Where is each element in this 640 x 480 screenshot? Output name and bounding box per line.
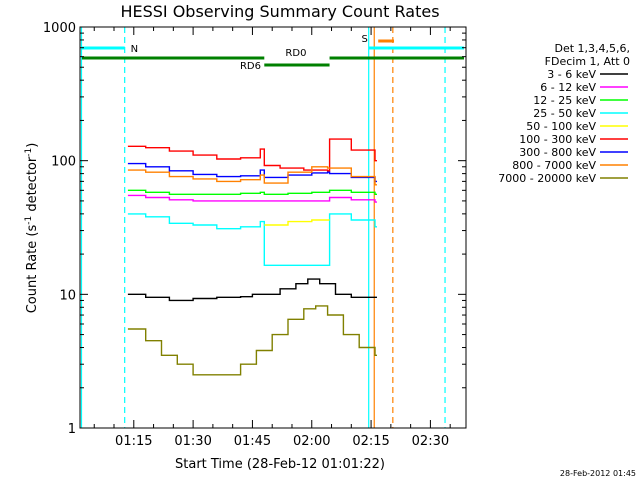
y-axis-label-mid: detector <box>25 156 40 216</box>
series-line <box>127 166 377 186</box>
x-tick-label: 01:30 <box>174 434 211 449</box>
y-tick-label: 1000 <box>43 21 76 36</box>
series-line <box>127 138 377 172</box>
legend-entry-label: 12 - 25 keV <box>533 94 596 107</box>
series-line <box>127 194 377 203</box>
series-lines <box>127 138 377 376</box>
y-tick-label: 1 <box>68 422 76 437</box>
series-line <box>127 189 377 195</box>
x-tick-label: 02:30 <box>412 434 449 449</box>
series-line <box>127 305 377 376</box>
series-line <box>127 213 377 266</box>
y-tick-label: 10 <box>59 288 76 303</box>
plot-timestamp: 28-Feb-2012 01:45 <box>560 469 636 478</box>
x-tick-label: 01:45 <box>234 434 271 449</box>
legend-entry-label: 300 - 800 keV <box>519 146 596 159</box>
y-axis-label: Count Rate (s-1 detector-1) <box>24 143 40 314</box>
x-tick-label: 02:15 <box>352 434 389 449</box>
legend-header-line-2: FDecim 1, Att 0 <box>545 55 630 68</box>
status-bars: N RD0 RD6 S <box>82 34 464 72</box>
legend-entry-label: 25 - 50 keV <box>533 107 596 120</box>
y-tick-label: 100 <box>51 155 76 170</box>
saa-bar-label: S <box>362 34 368 45</box>
axes: 1 10 100 1000 01:15 01:30 01:45 02:00 02:15 02:30 <box>43 21 466 449</box>
legend-entry-label: 7000 - 20000 keV <box>498 172 596 185</box>
y-axis-label-sup2: -1 <box>24 148 34 157</box>
y-axis-label-sup1: -1 <box>24 216 34 225</box>
legend-entry-label: 50 - 100 keV <box>526 120 596 133</box>
event-guides <box>80 27 446 428</box>
night-bar-label: N <box>131 44 138 55</box>
legend-entry-label: 3 - 6 keV <box>547 68 596 81</box>
x-tick-label: 01:15 <box>115 434 152 449</box>
legend-entry-label: 100 - 300 keV <box>519 133 596 146</box>
x-tick-label: 02:00 <box>293 434 330 449</box>
legend-entry-label: 800 - 7000 keV <box>512 159 596 172</box>
legend-header-line-1: Det 1,3,4,5,6, <box>554 42 630 55</box>
series-line <box>127 278 377 302</box>
legend-entry-label: 6 - 12 keV <box>540 81 596 94</box>
legend: Det 1,3,4,5,6, FDecim 1, Att 0 3 - 6 keV… <box>498 42 630 185</box>
rd6-bar-label: RD6 <box>240 61 261 72</box>
chart-title: HESSI Observing Summary Count Rates <box>120 2 439 21</box>
y-axis-label-main: Count Rate (s <box>25 225 40 314</box>
y-axis-label-end: ) <box>25 143 40 148</box>
x-axis-label: Start Time (28-Feb-12 01:01:22) <box>175 457 385 472</box>
series-line <box>264 219 330 226</box>
plot-frame <box>79 26 467 429</box>
rd0-bar-label: RD0 <box>285 48 306 59</box>
series-line <box>127 162 377 183</box>
